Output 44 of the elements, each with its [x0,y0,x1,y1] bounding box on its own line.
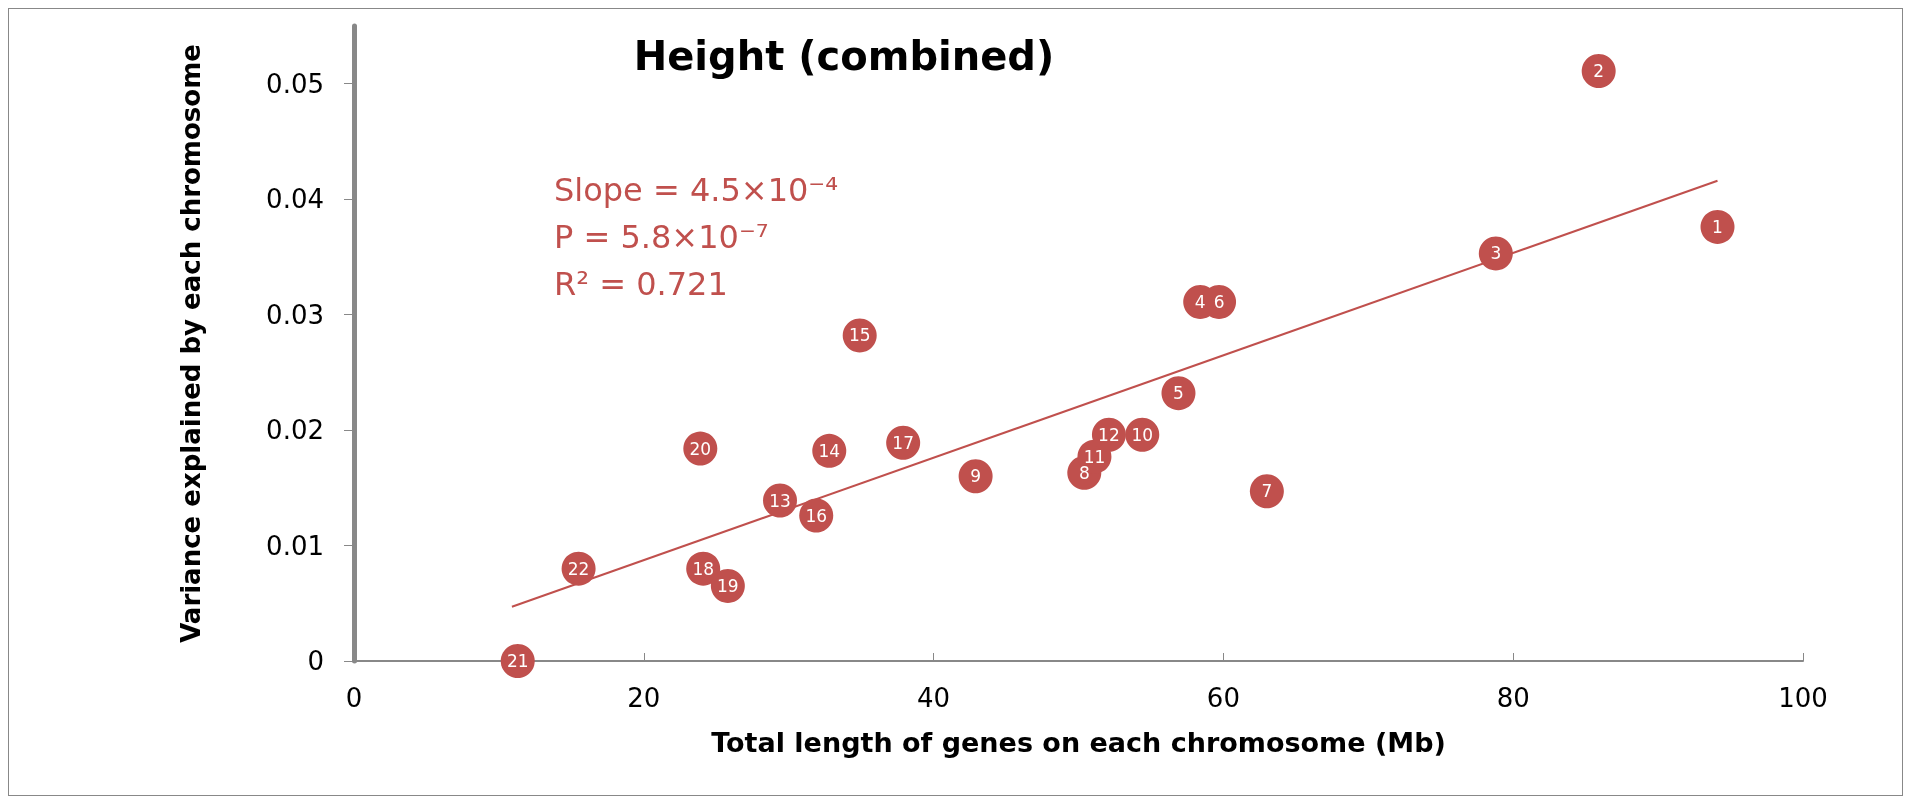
annotation: 17 [892,432,914,453]
annotation: 20 [689,438,712,459]
x-tick-label: 20 [627,683,661,713]
y-tick-label: 0.03 [266,299,324,330]
y-tick-label: 0.01 [266,530,324,561]
annotation: 19 [717,575,739,596]
annotation: 18 [692,558,715,579]
y-tick-label: 0.05 [266,68,324,99]
x-tick-label: 80 [1496,683,1530,713]
annotation: 12 [1098,424,1120,445]
annotation: 22 [567,558,590,579]
y-axis-title: Variance explained by each chromosome [176,44,206,643]
annotation: 6 [1213,291,1225,312]
annotation: 3 [1490,243,1502,264]
annotation: P = 5.8×10⁻⁷ [554,218,769,256]
annotation: 16 [805,505,828,526]
y-tick-label: 0.02 [266,415,324,446]
annotation: 2 [1593,61,1605,82]
annotation: 15 [848,325,871,346]
point [1478,236,1513,271]
x-tick-label: 100 [1778,683,1828,713]
point [1581,54,1616,89]
annotation: 14 [818,440,841,461]
y-tick-label: 0.04 [266,184,324,215]
annotation: 13 [769,490,791,511]
annotation: 1 [1712,216,1723,237]
annotation: 5 [1173,383,1184,404]
point [1161,376,1196,411]
x-tick-label: 0 [345,683,363,713]
annotation: 7 [1261,481,1273,502]
annotation: 10 [1131,424,1154,445]
x-axis-title: Total length of genes on each chromosome (Mb) [711,727,1446,758]
annotation: Slope = 4.5×10⁻⁴ [554,171,839,209]
x-tick-label: 60 [1206,683,1240,713]
annotation: 9 [970,466,982,487]
annotation: 4 [1194,291,1206,312]
annotation: R² = 0.721 [554,265,728,303]
annotation: 21 [506,651,529,671]
point [958,459,993,494]
x-tick-label: 40 [917,683,951,713]
chart-title: Height (combined) [633,33,1055,79]
point [1700,209,1735,244]
point [1249,474,1284,509]
y-tick-label: 0 [307,646,324,676]
